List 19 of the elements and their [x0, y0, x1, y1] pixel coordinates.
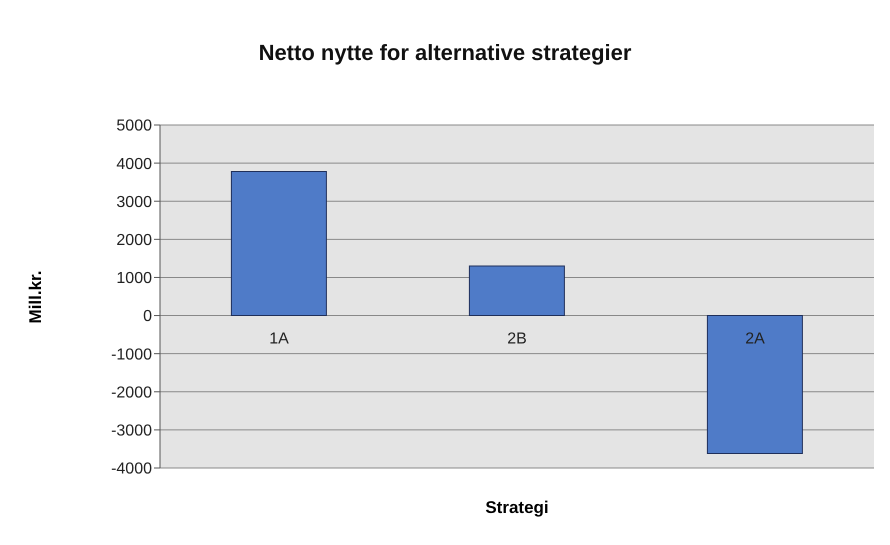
y-tick-label: -1000	[111, 346, 152, 364]
y-tick-label: 2000	[116, 232, 152, 250]
y-tick-label: 3000	[116, 194, 152, 211]
x-tick-label: 2A	[745, 330, 766, 348]
x-axis-title: Strategi	[484, 498, 550, 518]
y-tick-label: -4000	[111, 460, 152, 478]
chart-title: Netto nytte for alternative strategier	[258, 40, 632, 66]
y-tick-label: -3000	[111, 422, 152, 440]
y-tick-label: 1000	[116, 270, 152, 288]
bar	[468, 266, 565, 316]
bar	[706, 315, 803, 454]
y-tick-label: 4000	[116, 156, 152, 173]
y-tick-label: 5000	[116, 118, 152, 135]
x-tick-label: 1A	[269, 330, 290, 348]
bar	[230, 170, 327, 316]
y-tick-label: 0	[143, 308, 152, 326]
x-tick-label: 2B	[507, 330, 527, 348]
y-axis-title: Mill.kr.	[26, 270, 46, 323]
y-tick-label: -2000	[111, 384, 152, 402]
